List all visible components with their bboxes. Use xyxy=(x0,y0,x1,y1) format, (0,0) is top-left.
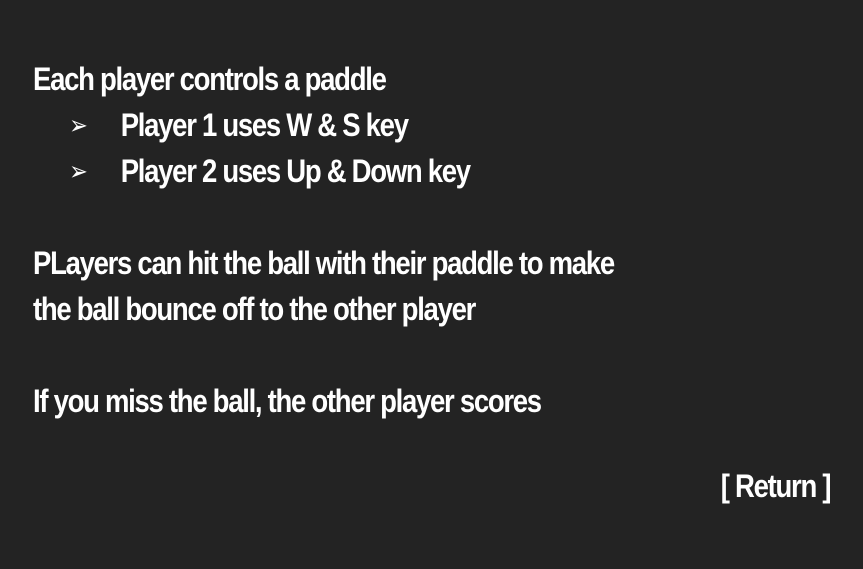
spacer xyxy=(33,332,833,378)
hit-ball-text-line-1: PLayers can hit the ball with their padd… xyxy=(33,245,615,281)
player-1-controls-text: Player 1 uses W & S key xyxy=(120,107,409,143)
return-button[interactable]: [ Return ] xyxy=(720,468,832,504)
player-2-controls: ➢ Player 2 uses Up & Down key xyxy=(33,148,721,194)
arrow-bullet-icon: ➢ xyxy=(69,156,88,186)
scoring-rule-text: If you miss the ball, the other player s… xyxy=(33,383,542,419)
instructions-panel: Each player controls a paddle ➢ Player 1… xyxy=(33,56,833,424)
hit-ball-text-line-2: the ball bounce off to the other player xyxy=(33,291,476,327)
player-2-controls-text: Player 2 uses Up & Down key xyxy=(120,153,471,189)
arrow-bullet-icon: ➢ xyxy=(69,110,88,140)
player-1-controls: ➢ Player 1 uses W & S key xyxy=(33,102,721,148)
paddle-intro-text: Each player controls a paddle xyxy=(33,61,387,97)
spacer xyxy=(33,194,833,240)
